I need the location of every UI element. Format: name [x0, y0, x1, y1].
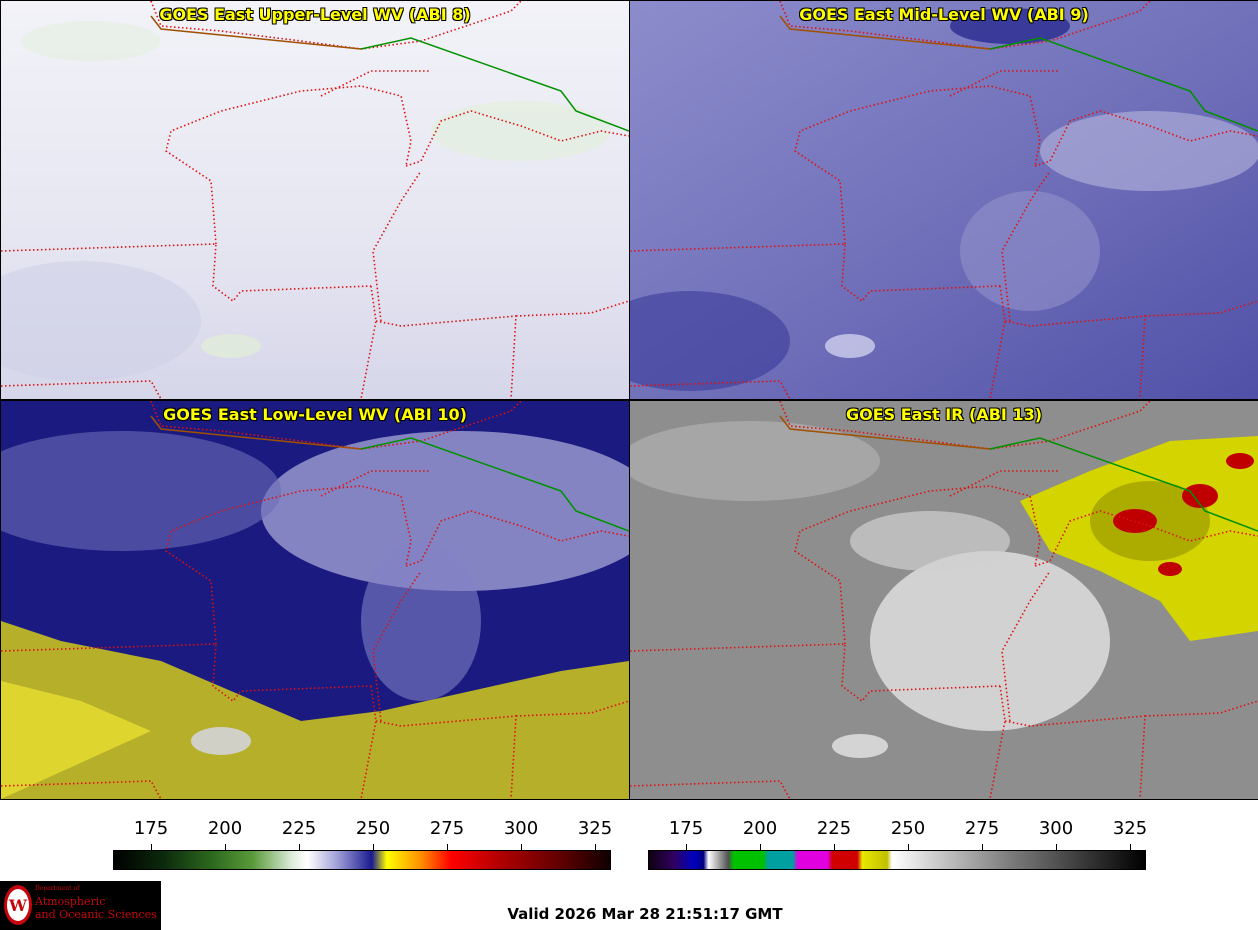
- panel-title: GOES East Mid-Level WV (ABI 9): [799, 5, 1089, 24]
- state-border: [630, 243, 1001, 303]
- ir-image: [630, 401, 1258, 799]
- ir-colorbar-ticks: 175 200 225 250 275 300 325: [648, 816, 1148, 850]
- tick-mark: [447, 844, 448, 850]
- lake-superior-shoreline: [150, 15, 362, 50]
- upper-level-wv-image: [1, 1, 629, 399]
- tick-label: 200: [742, 818, 778, 839]
- tick-mark: [1130, 844, 1131, 850]
- tick-label: 300: [1038, 818, 1074, 839]
- state-border: [165, 85, 412, 245]
- state-border: [779, 1, 1151, 50]
- state-border: [989, 285, 1006, 399]
- tick-label: 325: [577, 818, 613, 839]
- state-border: [1034, 510, 1258, 567]
- wv-colorbar-ticks: 175 200 225 250 275 300 325: [113, 816, 613, 850]
- lake-superior-shoreline: [150, 415, 362, 450]
- tick-mark: [299, 844, 300, 850]
- panel-title: GOES East IR (ABI 13): [845, 405, 1043, 424]
- state-border: [1144, 700, 1258, 717]
- tick-label: 250: [355, 818, 391, 839]
- state-border: [1, 243, 372, 303]
- tick-mark: [151, 844, 152, 850]
- tick-mark: [760, 844, 761, 850]
- state-border: [150, 401, 522, 450]
- state-border: [165, 485, 412, 645]
- state-border: [360, 285, 377, 399]
- svg-text:W: W: [8, 896, 28, 915]
- tick-label: 175: [668, 818, 704, 839]
- state-border: [1, 643, 372, 703]
- state-border: [405, 110, 629, 167]
- tick-label: 225: [281, 818, 317, 839]
- ir-colorbar-gradient: [648, 850, 1146, 870]
- state-border: [405, 510, 629, 567]
- state-border: [150, 1, 522, 50]
- panel-title: GOES East Low-Level WV (ABI 10): [163, 405, 467, 424]
- state-border: [779, 401, 1151, 450]
- logo-dept: Department of: [35, 885, 80, 892]
- tick-mark: [1056, 844, 1057, 850]
- tick-mark: [686, 844, 687, 850]
- state-border: [515, 700, 629, 717]
- country-border: [989, 37, 1258, 132]
- country-border: [989, 437, 1258, 532]
- panel-mid-level-wv: GOES East Mid-Level WV (ABI 9): [629, 0, 1258, 400]
- mid-level-wv-image: [630, 1, 1258, 399]
- tick-mark: [595, 844, 596, 850]
- country-border: [360, 37, 629, 132]
- valid-time: Valid 2026 Mar 28 21:51:17 GMT: [507, 905, 783, 923]
- tick-label: 300: [503, 818, 539, 839]
- tick-label: 275: [429, 818, 465, 839]
- tick-mark: [982, 844, 983, 850]
- panel-low-level-wv: GOES East Low-Level WV (ABI 10): [0, 400, 630, 800]
- tick-mark: [834, 844, 835, 850]
- state-border: [515, 300, 629, 317]
- country-border: [360, 437, 629, 532]
- state-border: [989, 685, 1006, 799]
- state-border: [1004, 715, 1146, 799]
- tick-mark: [521, 844, 522, 850]
- tick-label: 200: [207, 818, 243, 839]
- panel-upper-level-wv: GOES East Upper-Level WV (ABI 8): [0, 0, 630, 400]
- state-border: [794, 485, 1041, 645]
- lake-superior-shoreline: [779, 415, 991, 450]
- state-border: [375, 715, 517, 799]
- state-border: [360, 685, 377, 799]
- logo-line2: and Oceanic Sciences: [35, 908, 157, 921]
- tick-label: 325: [1112, 818, 1148, 839]
- state-border: [1004, 315, 1146, 399]
- uw-crest-icon: W: [4, 885, 32, 925]
- panel-ir: GOES East IR (ABI 13): [629, 400, 1258, 800]
- lake-superior-shoreline: [779, 15, 991, 50]
- tick-label: 225: [816, 818, 852, 839]
- panel-title: GOES East Upper-Level WV (ABI 8): [159, 5, 471, 24]
- logo-line1: Atmospheric: [35, 895, 106, 908]
- low-level-wv-image: [1, 401, 629, 799]
- state-border: [794, 85, 1041, 245]
- tick-label: 250: [890, 818, 926, 839]
- state-border: [1144, 300, 1258, 317]
- tick-label: 275: [964, 818, 1000, 839]
- state-border: [630, 643, 1001, 703]
- aos-logo: W Department of Atmospheric and Oceanic …: [0, 881, 161, 930]
- tick-mark: [908, 844, 909, 850]
- tick-label: 175: [133, 818, 169, 839]
- state-border: [1034, 110, 1258, 167]
- wv-colorbar-gradient: [113, 850, 611, 870]
- tick-mark: [225, 844, 226, 850]
- tick-mark: [373, 844, 374, 850]
- state-border: [375, 315, 517, 399]
